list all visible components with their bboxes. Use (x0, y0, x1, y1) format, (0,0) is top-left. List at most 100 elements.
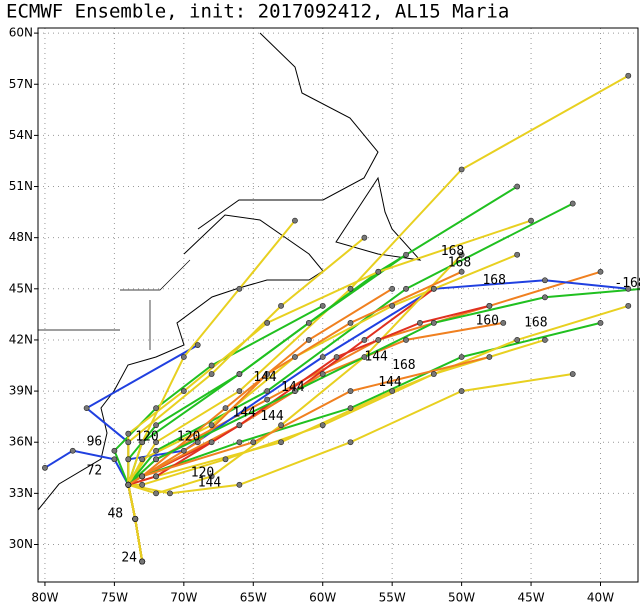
track-point (597, 319, 604, 326)
track-point (625, 285, 632, 292)
track-point (83, 405, 90, 412)
track-point (236, 481, 243, 488)
map-title: ECMWF Ensemble, init: 2017092412, AL15 M… (6, 1, 509, 23)
hour-label: 144 (364, 349, 388, 364)
borders (38, 259, 191, 350)
track-point (347, 285, 354, 292)
track-point (167, 490, 173, 497)
track-point (278, 439, 284, 446)
track-point (319, 302, 326, 309)
x-tick-label: 75W (101, 591, 128, 605)
track-point (153, 422, 159, 429)
x-tick-label: 65W (240, 591, 267, 605)
hour-label: 120 (177, 430, 200, 445)
x-tick-label: 55W (379, 591, 406, 605)
track-point (125, 456, 132, 463)
hour-label: 144 (232, 406, 256, 421)
track-point (389, 388, 396, 394)
y-tick-label: 42N (9, 332, 33, 346)
track-point (458, 166, 465, 173)
track-point (458, 354, 465, 360)
hour-label: 160 (476, 314, 499, 329)
track-point (389, 285, 396, 292)
hour-label: 96 (87, 435, 103, 450)
y-tick-label: 60N (9, 26, 33, 40)
hour-label: 168 (392, 358, 415, 373)
track-point (375, 268, 382, 275)
track-point (153, 447, 159, 454)
x-tick-label: 50W (448, 591, 475, 605)
track-point (458, 388, 465, 394)
track-point (347, 319, 354, 326)
track-point (153, 473, 159, 480)
track-point (208, 371, 215, 377)
y-tick-label: 45N (9, 281, 33, 295)
track-point (430, 319, 437, 326)
track-point (625, 72, 632, 79)
track-point (194, 439, 201, 446)
hour-label: 168 (448, 256, 471, 271)
track-point (153, 439, 159, 446)
track-point (403, 285, 409, 292)
track-point (111, 447, 118, 454)
track-point (347, 405, 354, 412)
track-point (292, 354, 298, 360)
hour-label: -168 (614, 276, 640, 291)
y-tick-label: 39N (9, 384, 33, 398)
track-point (292, 217, 298, 224)
track-point (319, 371, 326, 377)
track-point (208, 362, 215, 369)
track-point (194, 342, 201, 348)
track-point (250, 439, 257, 446)
y-tick-label: 51N (9, 179, 33, 193)
track-point (139, 558, 146, 565)
track-point (514, 337, 521, 343)
y-tick-label: 48N (9, 230, 33, 244)
y-tick-label: 33N (9, 486, 33, 500)
track-point (417, 319, 423, 326)
track-point (361, 234, 368, 241)
track-point (139, 473, 146, 480)
hour-label: 48 (107, 506, 123, 521)
track-point (125, 430, 132, 437)
track-point (319, 422, 326, 429)
track-point (153, 490, 159, 497)
x-tick-label: 45W (517, 591, 544, 605)
hour-label: 144 (281, 380, 305, 395)
y-tick-label: 54N (9, 128, 33, 142)
track-point (111, 456, 118, 463)
track-point (430, 371, 437, 377)
track-point (347, 388, 354, 394)
hour-label: 72 (87, 464, 103, 479)
track-point (528, 217, 534, 224)
track-point (208, 439, 215, 446)
track-point (153, 405, 159, 412)
track-point (264, 371, 271, 377)
track-point (361, 337, 368, 343)
frame (37, 27, 639, 583)
hour-label: 144 (198, 476, 222, 491)
track-point (139, 456, 146, 463)
y-tick-label: 36N (9, 435, 33, 449)
track-point (458, 251, 465, 258)
track-point (42, 464, 48, 471)
track-point (236, 388, 243, 394)
track-point (180, 447, 187, 454)
track-point (125, 481, 132, 488)
track-point (486, 302, 493, 309)
track-point (625, 302, 632, 309)
track-point (542, 337, 548, 343)
track-point (222, 456, 229, 463)
track-point (569, 371, 576, 377)
hour-label: 24 (121, 551, 137, 566)
track-point (430, 285, 437, 292)
track-point (236, 439, 243, 446)
track-point (278, 422, 284, 429)
hour-label: 168 (441, 244, 464, 259)
track-point (153, 456, 159, 463)
track-point (278, 302, 284, 309)
track-point (403, 337, 409, 343)
y-tick-label: 30N (9, 537, 33, 551)
hour-label: 120 (191, 465, 214, 480)
